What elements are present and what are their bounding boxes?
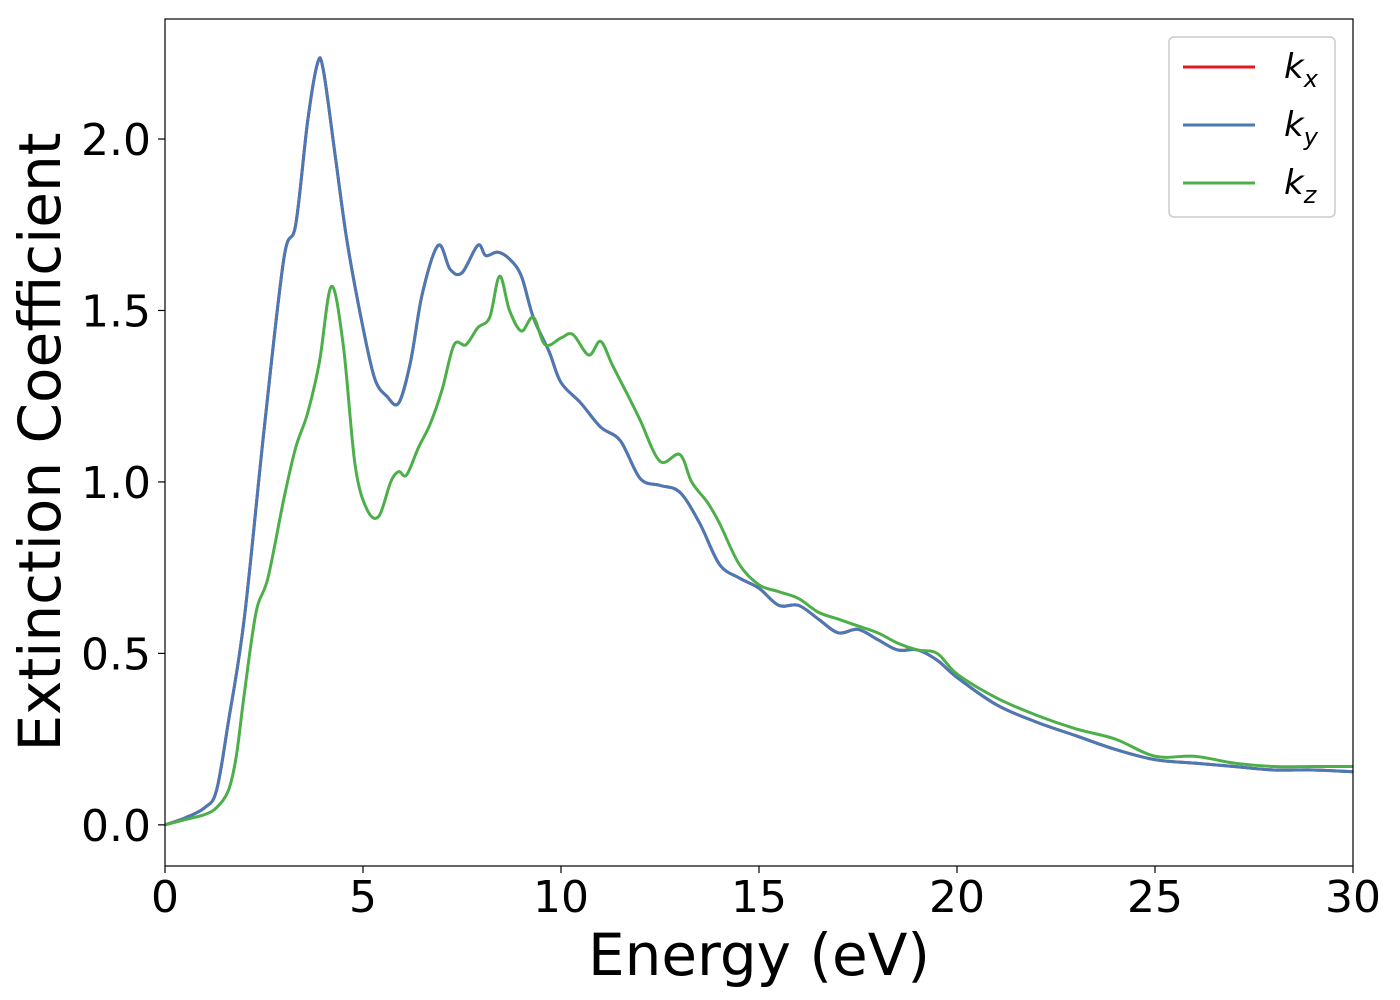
x-tick-label: 10 bbox=[533, 872, 589, 923]
legend-label-z: kz bbox=[1284, 163, 1318, 209]
series-layer bbox=[165, 56, 1353, 827]
x-axis-label: Energy (eV) bbox=[588, 921, 930, 989]
y-tick-label: 0.0 bbox=[81, 801, 151, 852]
y-tick-label: 1.5 bbox=[81, 286, 151, 337]
legend-label-base: k bbox=[1284, 105, 1305, 145]
y-axis: 0.0 0.5 1.0 1.5 2.0 bbox=[81, 115, 165, 852]
x-tick-label: 30 bbox=[1325, 872, 1381, 923]
x-axis: 0 5 10 15 20 25 30 bbox=[151, 866, 1381, 923]
series-line-z bbox=[165, 274, 1353, 827]
legend-label-base: k bbox=[1284, 47, 1305, 87]
x-tick-label: 15 bbox=[731, 872, 787, 923]
y-tick-label: 1.0 bbox=[81, 458, 151, 509]
y-tick-label: 2.0 bbox=[81, 115, 151, 166]
legend-label-subscript: y bbox=[1303, 123, 1319, 151]
y-axis-label: Extinction Coefficient bbox=[6, 133, 74, 752]
x-tick-label: 5 bbox=[349, 872, 377, 923]
x-tick-label: 25 bbox=[1127, 872, 1183, 923]
legend-label-x: kx bbox=[1284, 47, 1319, 93]
x-tick-label: 0 bbox=[151, 872, 179, 923]
legend-label-base: k bbox=[1284, 163, 1305, 203]
legend-label-y: ky bbox=[1284, 105, 1319, 151]
legend-label-subscript: z bbox=[1303, 181, 1318, 209]
x-tick-label: 20 bbox=[929, 872, 985, 923]
legend-label-subscript: x bbox=[1303, 65, 1319, 93]
legend-box bbox=[1168, 36, 1336, 218]
y-tick-label: 0.5 bbox=[81, 629, 151, 680]
